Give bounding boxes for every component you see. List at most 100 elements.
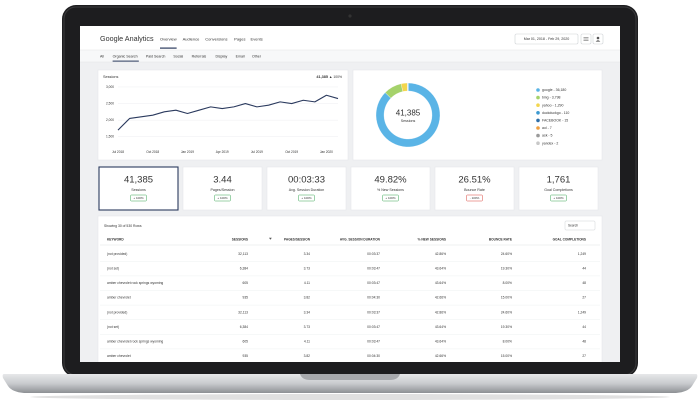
table-cell: 3.82	[304, 354, 311, 358]
table-header[interactable]: BOUNCE RATE	[489, 237, 512, 241]
kpi-value: 3.44	[213, 175, 232, 186]
legend-swatch	[536, 126, 540, 130]
legend-swatch	[536, 88, 540, 92]
legend-label: yahoo - 1,290	[542, 103, 563, 107]
kpi-change: + 100%	[133, 196, 144, 200]
kpi-badge	[130, 194, 147, 202]
table-cell: 42.86%	[435, 310, 446, 314]
kpi-label: Pages/Session	[211, 188, 235, 192]
kpi-change: + 100%	[217, 196, 228, 200]
legend-swatch	[536, 133, 540, 138]
table-header[interactable]: GOAL COMPLETIONS	[553, 237, 586, 241]
table-cell: amber chevrolet	[107, 354, 131, 358]
kpi-card[interactable]	[182, 166, 263, 211]
subtab[interactable]: Other	[252, 54, 262, 58]
x-tick-label: Apr 2019	[216, 150, 229, 154]
date-range[interactable]: Mar 01, 2018 - Feb 29, 2020	[524, 37, 570, 41]
table-cell: 00:04:30	[367, 296, 380, 300]
camera	[348, 14, 352, 18]
nav-tab[interactable]: Audience	[183, 37, 200, 42]
table-cell: amber chevrolet rock springs wyoming	[107, 339, 163, 343]
table-cell: 605	[242, 281, 248, 285]
donut-panel	[352, 69, 603, 161]
kpi-change: + 100%	[385, 196, 396, 200]
table-cell: (not set)	[107, 325, 119, 329]
subtab[interactable]: Organic Search	[113, 54, 138, 58]
subtab[interactable]: Referrals	[192, 54, 207, 58]
table-header[interactable]: PAGES/SESSION	[284, 237, 311, 241]
table-cell: 00:03:37	[367, 310, 380, 314]
y-tick-label: 2,000	[106, 118, 114, 122]
subtab[interactable]: Email	[236, 54, 245, 58]
subtab[interactable]: Paid Search	[146, 54, 166, 58]
shadow	[30, 394, 670, 400]
subtab[interactable]: Display	[215, 54, 227, 58]
y-tick-label: 2,500	[106, 101, 114, 105]
kpi-card[interactable]	[434, 166, 515, 211]
kpi-badge	[214, 194, 231, 202]
legend-label: FACEBOOK - 15	[542, 119, 568, 123]
date-picker[interactable]	[514, 33, 579, 45]
subtab[interactable]: All	[100, 54, 104, 58]
kpi-card[interactable]	[266, 166, 347, 211]
screen: Google Analytics Mar 01, 2018 - Feb 29, …	[80, 26, 620, 362]
kpi-change: + 100%	[553, 196, 564, 200]
nav-tab[interactable]: Events	[251, 37, 263, 42]
table-cell: 935	[242, 296, 248, 300]
y-tick-label: 3,000	[106, 85, 114, 89]
table-cell: 4.11	[304, 281, 310, 285]
donut-center-label: Sessions	[401, 119, 416, 123]
table-cell: 3.34	[304, 310, 311, 314]
table-cell: (not provided)	[107, 310, 127, 314]
table-cell: 3.34	[304, 252, 311, 256]
x-tick-label: Jan 2020	[320, 150, 333, 154]
table-cell: 00:03:47	[367, 281, 380, 285]
table-header[interactable]: AVG. SESSION DURATION	[340, 237, 381, 241]
base-notch	[300, 374, 400, 380]
table-cell: amber chevrolet	[107, 296, 131, 300]
kpi-label: Avg. Session Duration	[289, 188, 325, 192]
search-placeholder[interactable]: Search	[568, 224, 578, 228]
table-cell: 00:03:47	[367, 325, 380, 329]
nav-tab[interactable]: Conversions	[205, 37, 227, 42]
table-cell: (not provided)	[107, 252, 127, 256]
x-tick-label: Jul 2018	[112, 150, 124, 154]
nav-tab[interactable]: Overview	[160, 37, 177, 42]
table-header[interactable]: SESSIONS	[232, 237, 248, 241]
table-cell: (not set)	[107, 266, 119, 270]
table-cell: 27	[582, 296, 586, 300]
chart-change: ▲ 100%	[329, 75, 342, 79]
table-panel	[97, 215, 603, 362]
app-title: Google Analytics	[100, 34, 154, 43]
kpi-label: Sessions	[131, 188, 146, 192]
table-cell: 1,249	[578, 310, 586, 314]
legend-label: bing - 3,798	[542, 96, 561, 100]
kpi-value: 1,761	[547, 175, 571, 186]
kpi-card[interactable]	[350, 166, 431, 211]
kpi-label: Bounce Rate	[464, 188, 485, 192]
table-cell: 42.66%	[435, 354, 446, 358]
legend-swatch	[536, 118, 540, 123]
nav-tab[interactable]: Pages	[234, 37, 245, 42]
table-cell: 935	[242, 354, 248, 358]
kpi-card[interactable]	[98, 166, 179, 211]
active-tab-indicator	[160, 47, 177, 49]
kpi-value: 41,385	[124, 175, 153, 186]
table-cell: 32,113	[238, 310, 248, 314]
table-cell: 1,249	[578, 252, 586, 256]
x-tick-label: Oct 2019	[285, 150, 298, 154]
table-cell: 00:03:37	[367, 252, 380, 256]
x-tick-label: Jan 2019	[181, 150, 194, 154]
subtab[interactable]: Social	[173, 54, 183, 58]
table-cell: 605	[242, 339, 248, 343]
table-cell: 3.82	[304, 296, 311, 300]
table-cell: 15.00%	[501, 354, 512, 358]
table-header[interactable]: % NEW SESSIONS	[418, 237, 446, 241]
table-cell: 00:04:30	[367, 354, 380, 358]
table-cell: 00:03:47	[367, 266, 380, 270]
kpi-badge	[550, 194, 567, 202]
kpi-card[interactable]	[518, 166, 599, 211]
table-cell: 42.86%	[435, 252, 446, 256]
legend-label: ask - 5	[542, 134, 553, 138]
search-box[interactable]	[564, 220, 596, 231]
